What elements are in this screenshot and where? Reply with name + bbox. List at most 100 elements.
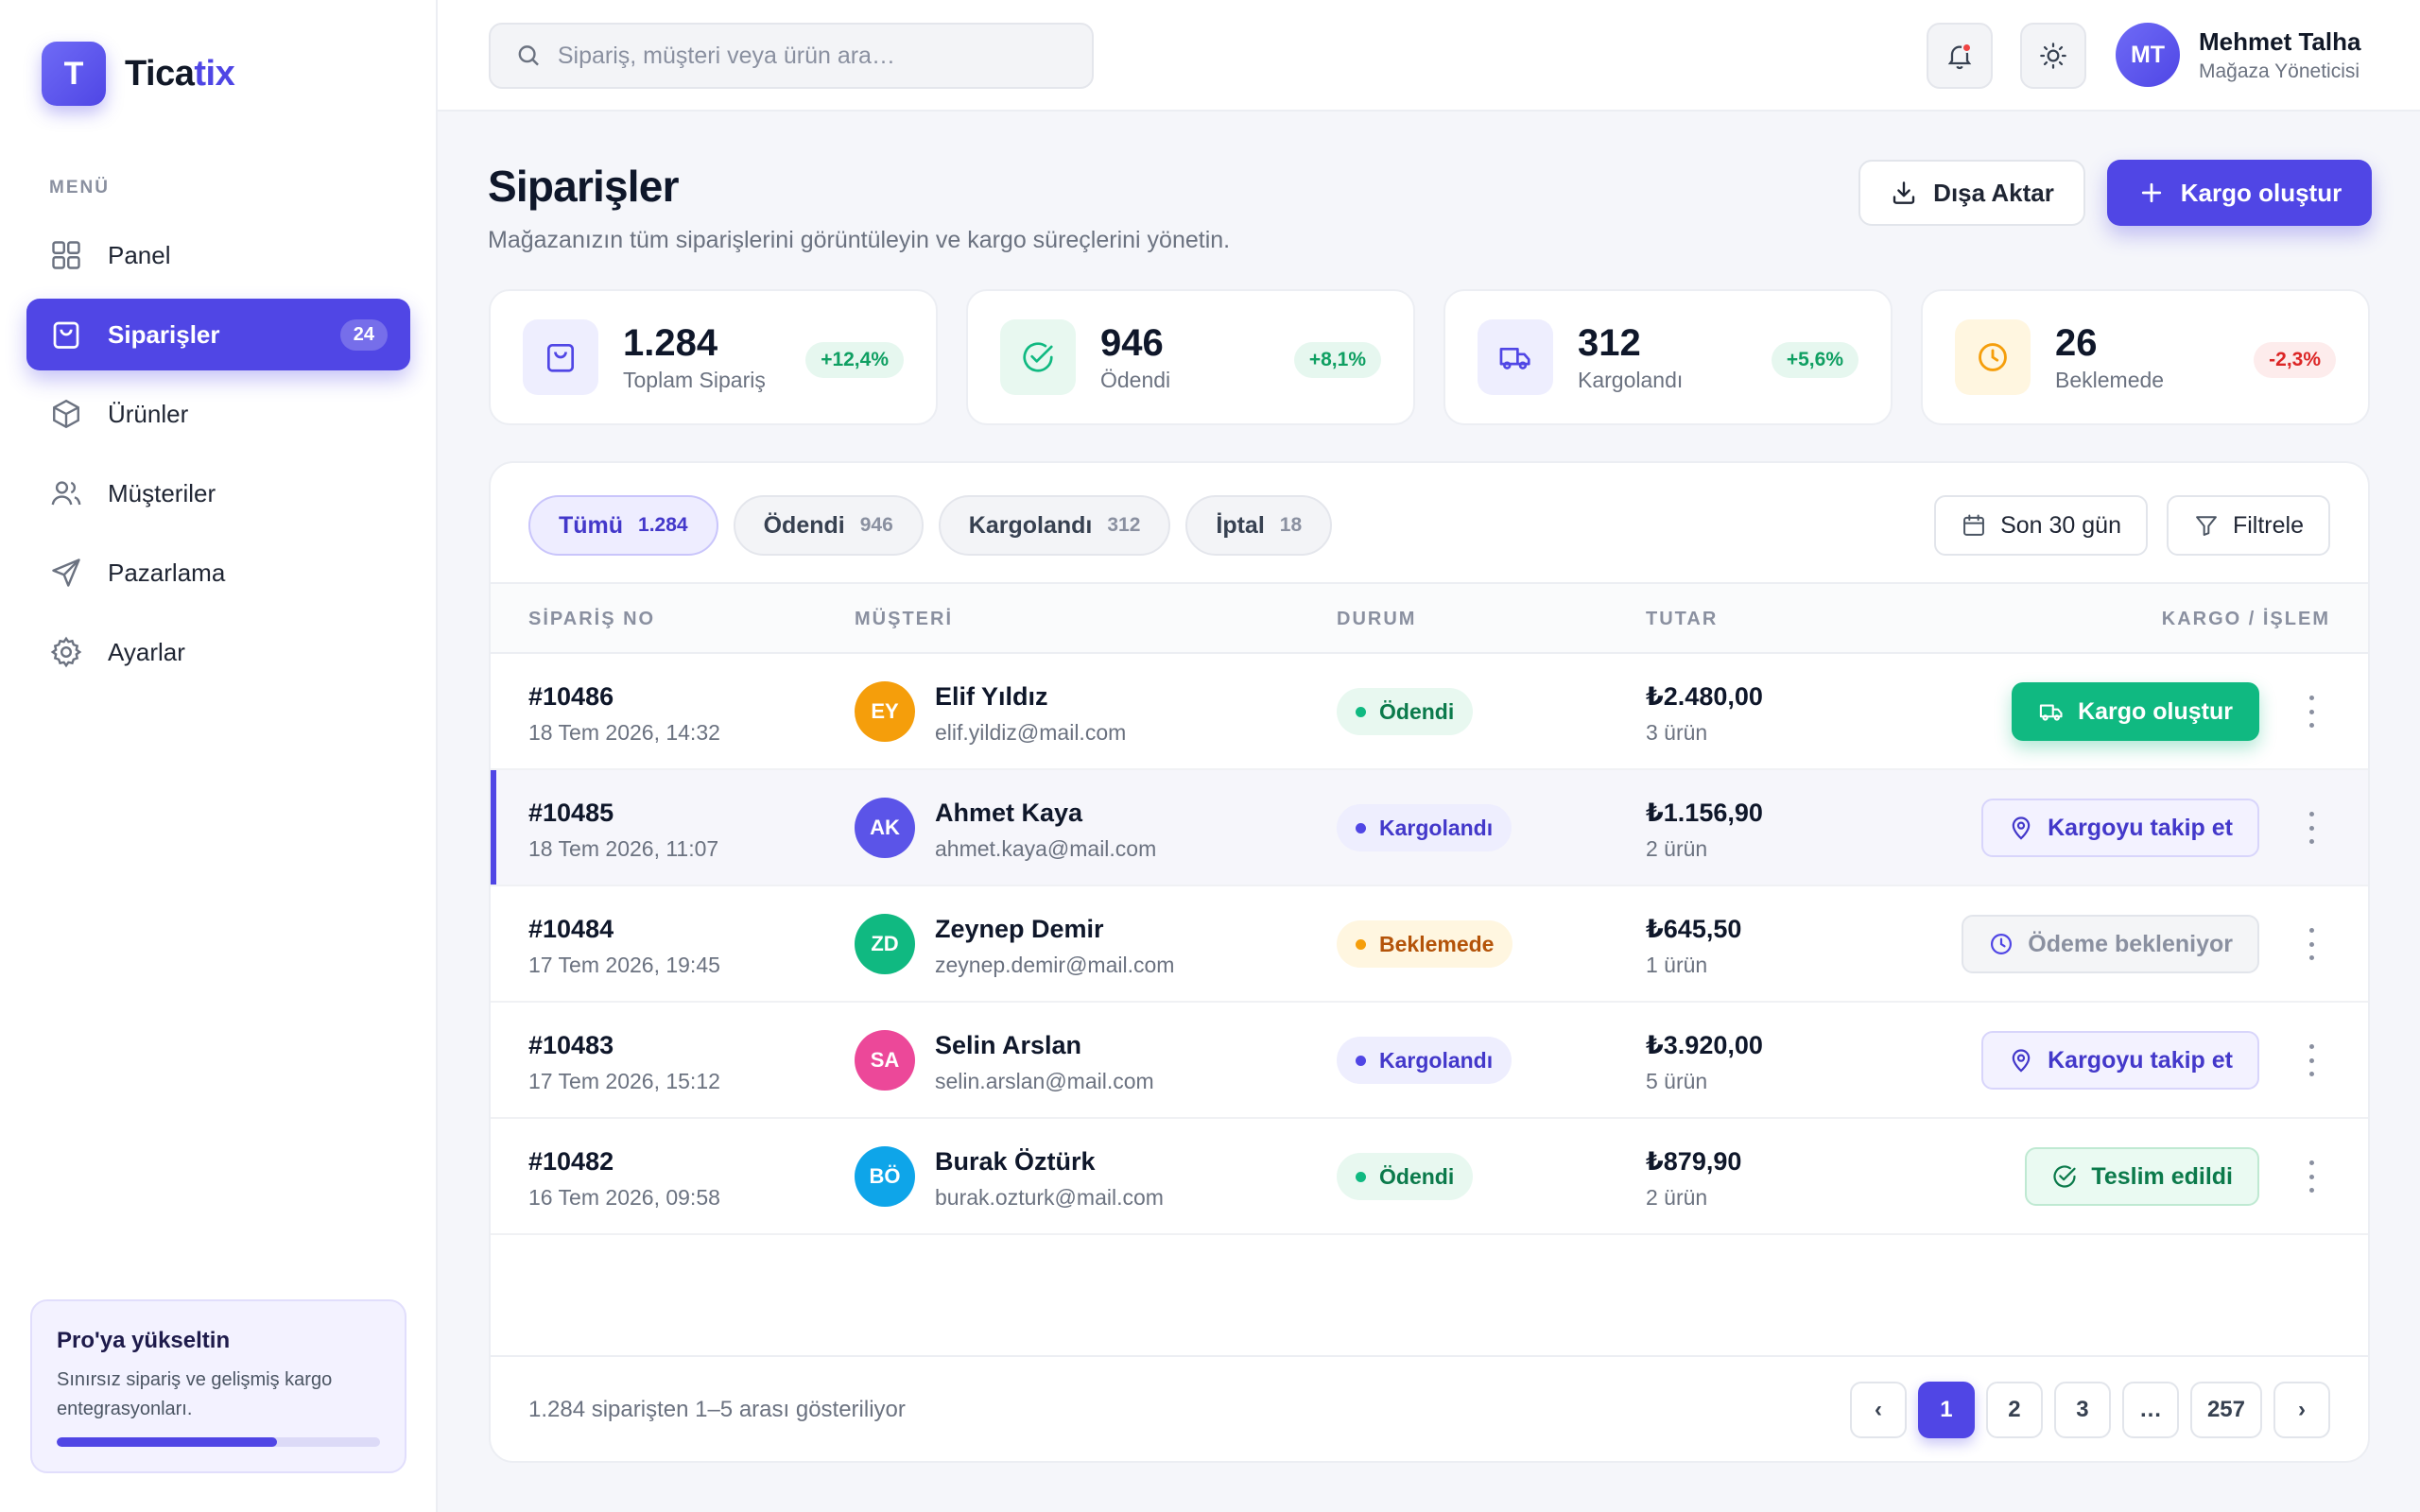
stat-value: 946 bbox=[1100, 321, 1164, 364]
tab-all[interactable]: Tümü 1.284 bbox=[528, 495, 718, 556]
status-badge: Beklemede bbox=[1337, 920, 1513, 968]
column-header-action: KARGO / İŞLEM bbox=[2161, 609, 2330, 629]
download-icon bbox=[1893, 181, 1915, 204]
customer-email: zeynep.demir@mail.com bbox=[935, 953, 1175, 977]
stat-delta-badge: +8,1% bbox=[1293, 342, 1381, 378]
theme-toggle-button[interactable] bbox=[2020, 23, 2086, 89]
date-range-button[interactable]: Son 30 gün bbox=[1934, 495, 2148, 556]
user-name: Mehmet Talha bbox=[2199, 26, 2361, 56]
order-number[interactable]: #10486 bbox=[528, 682, 614, 711]
order-number[interactable]: #10484 bbox=[528, 915, 614, 943]
page-button-3[interactable]: 3 bbox=[2053, 1382, 2111, 1438]
tab-count: 946 bbox=[859, 514, 893, 536]
status-badge: Kargolandı bbox=[1337, 804, 1512, 851]
awaiting-payment-button: Ödeme bekleniyor bbox=[1962, 915, 2259, 973]
create-shipment-label: Kargo oluştur bbox=[2180, 178, 2342, 207]
status-badge: Kargolandı bbox=[1337, 1037, 1512, 1084]
tab-paid[interactable]: Ödendi 946 bbox=[733, 495, 924, 556]
status-label: Beklemede bbox=[1379, 931, 1495, 956]
orders-count-badge: 24 bbox=[339, 318, 388, 351]
row-more-menu-button[interactable] bbox=[2308, 696, 2315, 728]
customer-name: Burak Öztürk bbox=[935, 1147, 1096, 1176]
tab-label: Tümü bbox=[559, 511, 624, 539]
sidebar-item-settings[interactable]: Ayarlar bbox=[26, 616, 410, 688]
row-more-menu-button[interactable] bbox=[2308, 812, 2315, 844]
create-shipment-row-button[interactable]: Kargo oluştur bbox=[2012, 682, 2259, 741]
column-header-customer[interactable]: MÜŞTERİ bbox=[855, 609, 953, 629]
stat-label: Ödendi bbox=[1100, 367, 1171, 392]
order-date: 18 Tem 2026, 11:07 bbox=[528, 836, 719, 861]
avatar: BÖ bbox=[855, 1146, 915, 1207]
map-pin-icon bbox=[2012, 1049, 2031, 1073]
brand-name-main: Tica bbox=[125, 53, 195, 94]
truck-icon bbox=[2039, 704, 2063, 721]
export-button[interactable]: Dışa Aktar bbox=[1858, 160, 2085, 226]
tab-shipped[interactable]: Kargolandı 312 bbox=[938, 495, 1171, 556]
user-menu[interactable]: MT Mehmet Talha Mağaza Yöneticisi bbox=[2116, 23, 2360, 87]
avatar: EY bbox=[855, 681, 915, 742]
stat-card-paid: 946 Ödendi +8,1% bbox=[966, 289, 1415, 425]
notifications-button[interactable] bbox=[1927, 23, 1993, 89]
filter-label: Filtrele bbox=[2232, 511, 2304, 539]
stat-body: 312 Kargolandı bbox=[1578, 322, 1683, 393]
brand-logo[interactable]: T Ticatix bbox=[42, 42, 235, 106]
action-label: Ödeme bekleniyor bbox=[2028, 930, 2233, 957]
filter-button[interactable]: Filtrele bbox=[2166, 495, 2330, 556]
customer-name: Ahmet Kaya bbox=[935, 799, 1083, 827]
column-header-order[interactable]: SİPARİŞ NO bbox=[528, 609, 656, 629]
order-number[interactable]: #10485 bbox=[528, 799, 614, 827]
item-count: 1 ürün bbox=[1646, 953, 1708, 977]
order-date: 18 Tem 2026, 14:32 bbox=[528, 720, 720, 745]
table-row[interactable]: #10484 17 Tem 2026, 19:45 ZD Zeynep Demi… bbox=[491, 886, 2368, 1003]
page-subtitle: Mağazanızın tüm siparişlerini görüntüley… bbox=[488, 227, 1231, 253]
check-circle-icon bbox=[2053, 1165, 2077, 1188]
more-dot bbox=[2308, 1044, 2314, 1049]
more-dot bbox=[2308, 839, 2314, 844]
status-dot bbox=[1356, 938, 1366, 950]
sidebar-item-customers[interactable]: Müşteriler bbox=[26, 457, 410, 529]
stat-delta-badge: -2,3% bbox=[2254, 342, 2336, 378]
table-row[interactable]: #10482 16 Tem 2026, 09:58 BÖ Burak Öztür… bbox=[491, 1119, 2368, 1235]
row-more-menu-button[interactable] bbox=[2308, 1044, 2315, 1076]
create-shipment-button[interactable]: Kargo oluştur bbox=[2107, 160, 2372, 226]
gear-icon bbox=[50, 636, 82, 668]
more-dot bbox=[2308, 1072, 2314, 1076]
sidebar-item-products[interactable]: Ürünler bbox=[26, 378, 410, 450]
customer-name: Selin Arslan bbox=[935, 1031, 1082, 1059]
pagination-summary: 1.284 siparişten 1–5 arası gösteriliyor bbox=[528, 1397, 906, 1422]
page-button-last[interactable]: 257 bbox=[2189, 1382, 2262, 1438]
more-dot bbox=[2308, 709, 2314, 714]
row-more-menu-button[interactable] bbox=[2308, 928, 2315, 960]
more-dot bbox=[2308, 928, 2314, 933]
search-input[interactable] bbox=[557, 42, 1067, 70]
sidebar-item-label: Ayarlar bbox=[108, 637, 185, 666]
item-count: 2 ürün bbox=[1646, 836, 1708, 861]
prev-page-button[interactable]: ‹ bbox=[1849, 1382, 1907, 1438]
sidebar-item-panel[interactable]: Panel bbox=[26, 219, 410, 291]
customer-name: Zeynep Demir bbox=[935, 915, 1104, 943]
avatar: MT bbox=[2116, 23, 2180, 87]
order-number[interactable]: #10482 bbox=[528, 1147, 614, 1176]
pagination: ‹ 1 2 3 … 257 › bbox=[1849, 1382, 2330, 1438]
tab-cancelled[interactable]: İptal 18 bbox=[1185, 495, 1333, 556]
search-box[interactable] bbox=[489, 23, 1094, 89]
table-row[interactable]: #10486 18 Tem 2026, 14:32 EY Elif Yıldız… bbox=[491, 654, 2368, 770]
column-header-amount[interactable]: TUTAR bbox=[1646, 609, 1719, 629]
track-shipment-button[interactable]: Kargoyu takip et bbox=[1981, 1031, 2259, 1090]
sidebar-item-orders[interactable]: Siparişler 24 bbox=[26, 299, 410, 370]
page-button-1[interactable]: 1 bbox=[1917, 1382, 1975, 1438]
table-header: SİPARİŞ NO MÜŞTERİ DURUM TUTAR KARGO / İ… bbox=[491, 582, 2368, 654]
sidebar-item-marketing[interactable]: Pazarlama bbox=[26, 537, 410, 609]
stat-icon-wrap bbox=[523, 319, 598, 395]
upgrade-promo-card[interactable]: Pro'ya yükseltin Sınırsız sipariş ve gel… bbox=[30, 1299, 406, 1473]
order-number[interactable]: #10483 bbox=[528, 1031, 614, 1059]
track-shipment-button[interactable]: Kargoyu takip et bbox=[1981, 799, 2259, 857]
column-header-status[interactable]: DURUM bbox=[1337, 609, 1417, 629]
table-row[interactable]: #10485 18 Tem 2026, 11:07 AK Ahmet Kaya … bbox=[491, 770, 2368, 886]
next-page-button[interactable]: › bbox=[2273, 1382, 2330, 1438]
customer-email: ahmet.kaya@mail.com bbox=[935, 836, 1157, 861]
page-button-2[interactable]: 2 bbox=[1985, 1382, 2043, 1438]
table-row[interactable]: #10483 17 Tem 2026, 15:12 SA Selin Arsla… bbox=[491, 1003, 2368, 1119]
row-more-menu-button[interactable] bbox=[2308, 1160, 2315, 1193]
delivered-button[interactable]: Teslim edildi bbox=[2025, 1147, 2259, 1206]
